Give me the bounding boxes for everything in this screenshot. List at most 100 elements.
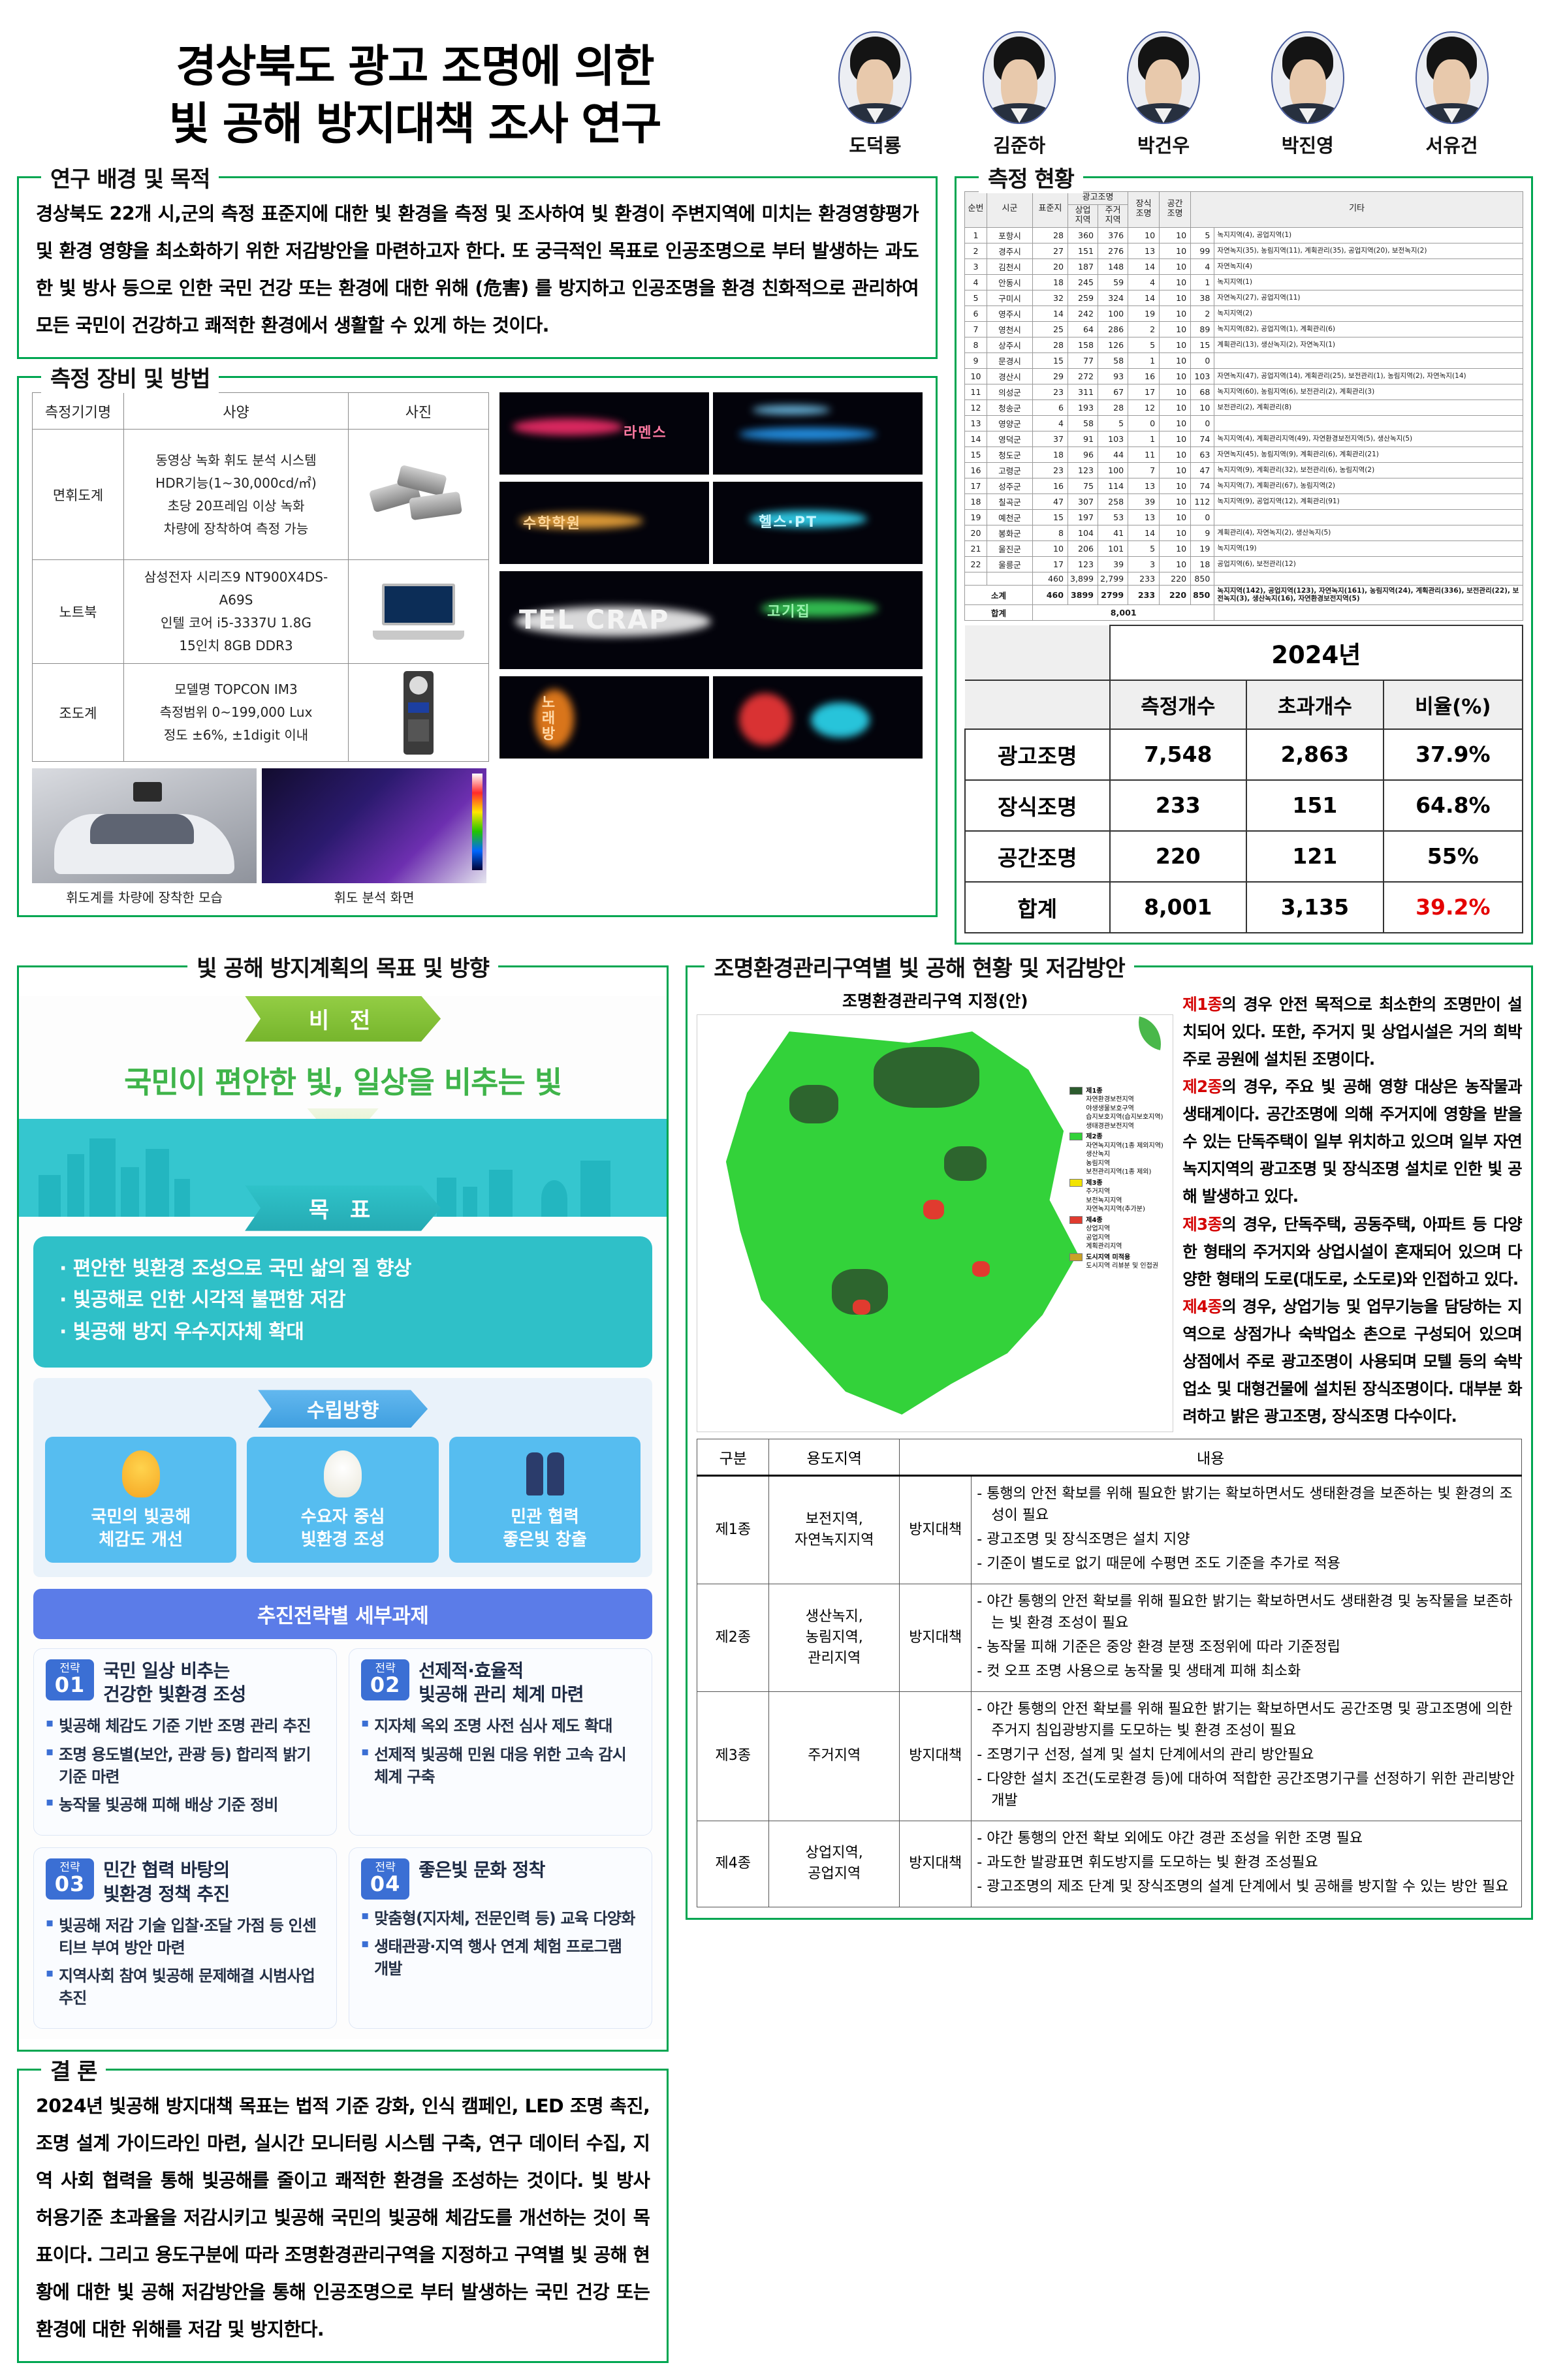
status-residential: 276 bbox=[1098, 242, 1129, 259]
night-photo: 라멘스 bbox=[499, 392, 709, 475]
zone-measure-item: 야간 통행의 안전 확보 외에도 야간 경관 조성을 위한 조명 필요 bbox=[977, 1828, 1516, 1849]
status-city: 영천시 bbox=[987, 321, 1033, 337]
zone-col-gubun: 구분 bbox=[697, 1438, 770, 1477]
table-row: 9 문경시 15 77 58 1 10 0 bbox=[964, 352, 1523, 369]
strategy-title: 좋은빛 문화 정착 bbox=[419, 1858, 545, 1881]
section-status: 측정 현황 순번 시군 표준지 광고조명 장식 조명 공간 조명 기타 상업 지… bbox=[955, 161, 1533, 945]
section-zones: 조명환경관리구역별 빛 공해 현황 및 저감방안 조명환경관리구역 지정(안) bbox=[686, 950, 1533, 1920]
strategy-badge-label: 전략 bbox=[375, 1661, 396, 1675]
status-deco: 5 bbox=[1128, 336, 1160, 353]
status-no: 4 bbox=[964, 274, 987, 290]
status-space: 10 bbox=[1159, 258, 1192, 275]
bulb-people-icon bbox=[49, 1446, 232, 1502]
strategy-number: 03 bbox=[54, 1871, 86, 1896]
status-etc-count: 10 bbox=[1190, 399, 1215, 416]
zone-measure-items: 야간 통행의 안전 확보를 위해 필요한 밝기는 확보하면서도 공간조명 및 광… bbox=[971, 1691, 1522, 1821]
status-etc-count: 68 bbox=[1190, 383, 1215, 400]
measurement-status-table: 순번 시군 표준지 광고조명 장식 조명 공간 조명 기타 상업 지역 주거 지… bbox=[964, 191, 1523, 621]
legend-desc: 자연녹지지역(1종 제외지역) 생산녹지 농림지역 보전관리지역(1종 제외) bbox=[1086, 1142, 1163, 1176]
zone-desc-4: 제4종의 경우, 상업기능 및 업무기능을 담당하는 지역으로 상점가나 숙박업… bbox=[1182, 1293, 1522, 1431]
status-etc-count: 9 bbox=[1190, 524, 1215, 541]
left-column-top: 연구 배경 및 목적 경상북도 22개 시,군의 측정 표준지에 대한 빛 환경… bbox=[17, 161, 938, 934]
title-block: 경상북도 광고 조명에 의한 빛 공해 방지대책 조사 연구 bbox=[26, 31, 803, 154]
zone-area: 보전지역, 자연녹지지역 bbox=[768, 1475, 900, 1584]
status-no: 12 bbox=[964, 399, 987, 416]
direction-card: 민관 협력 좋은빛 창출 bbox=[449, 1437, 641, 1563]
summary-measured: 8,001 bbox=[1109, 881, 1248, 933]
section-title-conclusion: 결 론 bbox=[41, 2053, 106, 2086]
status-std: 460 bbox=[1032, 571, 1068, 586]
status-space: 10 bbox=[1159, 524, 1192, 541]
status-commercial: 3,899 bbox=[1067, 571, 1099, 586]
status-space: 10 bbox=[1159, 477, 1192, 494]
table-row: 460 3,899 2,799 233 220 850 bbox=[964, 571, 1523, 586]
status-commercial: 123 bbox=[1067, 556, 1099, 572]
status-commercial: 77 bbox=[1067, 352, 1099, 369]
status-city: 영주시 bbox=[987, 305, 1033, 322]
section-plan: 빛 공해 방지계획의 목표 및 방향 비 전 국민이 편안한 빛, 일상을 비추… bbox=[17, 950, 669, 2052]
status-deco: 7 bbox=[1128, 462, 1160, 478]
status-commercial: 311 bbox=[1067, 383, 1099, 400]
equipment-spec: 모델명 TOPCON IM3 측정범위 0~199,000 Lux 정도 ±6%… bbox=[123, 663, 349, 762]
status-std: 18 bbox=[1032, 274, 1068, 290]
status-city: 성주군 bbox=[987, 477, 1033, 494]
zone-measure-item: 다양한 설치 조건(도로환경 등)에 대하여 적합한 공간조명기구를 선정하기 … bbox=[977, 1768, 1516, 1811]
status-no: 1 bbox=[964, 227, 987, 243]
status-std: 18 bbox=[1032, 446, 1068, 463]
status-etc-count: 99 bbox=[1190, 242, 1215, 259]
status-std: 460 bbox=[1032, 584, 1068, 605]
sign-label: 헬스·PT bbox=[759, 514, 817, 531]
sign-label: 노래방 bbox=[539, 695, 555, 742]
status-deco: 13 bbox=[1128, 509, 1160, 525]
zone-measure-label: 방지대책 bbox=[899, 1820, 972, 1907]
status-city bbox=[987, 571, 1033, 586]
vision-badge: 비 전 bbox=[245, 995, 441, 1042]
status-space: 10 bbox=[1159, 415, 1192, 431]
status-etc-note: 계획관리(4), 자연녹지(2), 생산녹지(5) bbox=[1214, 524, 1523, 541]
zone-desc-1: 제1종의 경우 안전 목적으로 최소한의 조명만이 설치되어 있다. 또한, 주… bbox=[1182, 991, 1522, 1073]
zone-area: 상업지역, 공업지역 bbox=[768, 1820, 900, 1907]
lux-meter-icon bbox=[403, 670, 434, 755]
table-row: 노트북 삼성전자 시리즈9 NT900X4DS-A69S 인텔 코어 i5-33… bbox=[32, 559, 489, 664]
table-row: 7 영천시 25 64 286 2 10 89 녹지지역(82), 공업지역(1), 계획관리(… bbox=[964, 321, 1523, 337]
status-residential: 28 bbox=[1098, 399, 1129, 416]
status-space: 10 bbox=[1159, 274, 1192, 290]
status-city: 칠곡군 bbox=[987, 493, 1033, 510]
night-photo bbox=[713, 676, 923, 759]
camera-lens-icon bbox=[368, 464, 467, 525]
summary-rate: 55% bbox=[1382, 830, 1524, 883]
night-photo-grid: 라멘스 수학학원 헬스·PT bbox=[499, 392, 923, 762]
section-title-zones: 조명환경관리구역별 빛 공해 현황 및 저감방안 bbox=[704, 950, 1134, 982]
legend-label: 제1종 bbox=[1086, 1087, 1103, 1095]
status-col-residential: 주거 지역 bbox=[1098, 204, 1129, 228]
night-photo: 노래방 bbox=[499, 676, 709, 759]
table-row: 10 경산시 29 272 93 16 10 103 자연녹지(47), 공업지역(14), 계… bbox=[964, 368, 1523, 384]
strategy-item: 생태관광·지역 행사 연계 체험 프로그램 개발 bbox=[361, 1935, 640, 1980]
zone-col-area: 용도지역 bbox=[768, 1438, 900, 1477]
status-residential: 2799 bbox=[1098, 584, 1129, 605]
status-etc-count: 19 bbox=[1190, 540, 1215, 557]
sign-label: TEL CRAP bbox=[519, 605, 670, 635]
status-residential: 41 bbox=[1098, 524, 1129, 541]
table-row: 면휘도계 동영상 녹화 휘도 분석 시스템 HDR기능(1~30,000cd/㎡… bbox=[32, 429, 489, 560]
status-etc-note: 녹지지역(7), 계획관리(67), 농림지역(2) bbox=[1214, 477, 1523, 494]
equipment-photo bbox=[348, 559, 489, 664]
zone-desc-text: 의 경우, 주요 빛 공해 영향 대상은 농작물과 생태계이다. 공간조명에 의… bbox=[1182, 1076, 1522, 1206]
equipment-col-photo: 사진 bbox=[348, 392, 489, 430]
map-legend: 제1종 자연환경보전지역 야생생물보호구역 습지보호지역(습지보호지역) 생태경… bbox=[1069, 1086, 1167, 1273]
status-residential: 67 bbox=[1098, 383, 1129, 400]
status-deco: 1 bbox=[1128, 430, 1160, 447]
status-space: 10 bbox=[1159, 430, 1192, 447]
status-space: 10 bbox=[1159, 289, 1192, 306]
status-etc-count: 0 bbox=[1190, 509, 1215, 525]
conclusion-text: 2024년 빛공해 방지대책 목표는 법적 기준 강화, 인식 캠페인, LED… bbox=[36, 2095, 650, 2340]
equipment-spec: 동영상 녹화 휘도 분석 시스템 HDR기능(1~30,000cd/㎡) 초당 … bbox=[123, 429, 349, 560]
equipment-col-name: 측정기기명 bbox=[32, 392, 124, 430]
status-no: 11 bbox=[964, 383, 987, 400]
strategy-badge: 전략 02 bbox=[361, 1659, 410, 1700]
status-std: 17 bbox=[1032, 556, 1068, 572]
author-item: 김준하 bbox=[957, 31, 1081, 158]
status-std: 23 bbox=[1032, 383, 1068, 400]
summary-exceed: 121 bbox=[1246, 830, 1384, 883]
